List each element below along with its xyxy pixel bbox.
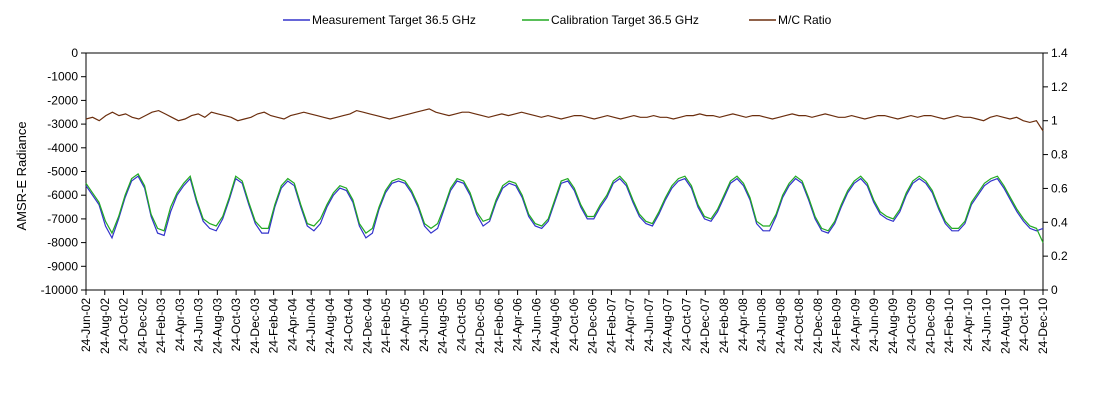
y2-tick-label-4: 0.6 xyxy=(1051,181,1068,195)
x-tick-label-29: 24-Apr-07 xyxy=(623,298,637,352)
y2-tick-label-5: 0.4 xyxy=(1051,215,1068,229)
x-tick-label-49: 24-Aug-10 xyxy=(998,298,1012,354)
x-tick-label-32: 24-Oct-07 xyxy=(679,298,693,352)
x-tick-label-37: 24-Aug-08 xyxy=(773,298,787,354)
x-tick-label-51: 24-Dec-10 xyxy=(1036,298,1050,354)
x-tick-label-4: 24-Feb-03 xyxy=(154,298,168,354)
x-tick-label-16: 24-Feb-05 xyxy=(379,298,393,354)
y-tick-label-8: -8000 xyxy=(47,236,78,250)
x-tick-label-39: 24-Dec-08 xyxy=(811,298,825,354)
x-tick-label-22: 24-Feb-06 xyxy=(492,298,506,354)
y2-tick-label-7: 0 xyxy=(1051,283,1058,297)
x-tick-label-38: 24-Oct-08 xyxy=(792,298,806,352)
x-tick-label-20: 24-Oct-05 xyxy=(454,298,468,352)
x-tick-label-42: 24-Jun-09 xyxy=(867,298,881,352)
y2-tick-label-1: 1.2 xyxy=(1051,80,1068,94)
y-tick-label-4: -4000 xyxy=(47,141,78,155)
x-tick-label-35: 24-Apr-08 xyxy=(736,298,750,352)
x-tick-label-15: 24-Dec-04 xyxy=(360,298,374,354)
x-tick-label-23: 24-Apr-06 xyxy=(511,298,525,352)
x-tick-label-21: 24-Dec-05 xyxy=(473,298,487,354)
x-tick-label-13: 24-Aug-04 xyxy=(323,298,337,354)
x-tick-label-43: 24-Aug-09 xyxy=(886,298,900,354)
x-tick-label-33: 24-Dec-07 xyxy=(698,298,712,354)
x-tick-label-14: 24-Oct-04 xyxy=(342,298,356,352)
y-tick-label-2: -2000 xyxy=(47,93,78,107)
x-tick-label-5: 24-Apr-03 xyxy=(173,298,187,352)
y-tick-label-1: -1000 xyxy=(47,70,78,84)
x-tick-label-1: 24-Aug-02 xyxy=(98,298,112,354)
series-line-0 xyxy=(85,175,1044,240)
plot-area: 0 -1000 -2000 -3000 -4000 -5000 -6000 -7000 -800… xyxy=(41,46,1068,354)
y-tick-label-7: -7000 xyxy=(47,212,78,226)
x-tick-label-45: 24-Dec-09 xyxy=(923,298,937,354)
plot-frame xyxy=(85,52,1044,291)
y2-tick-label-2: 1 xyxy=(1051,114,1058,128)
series-line-1 xyxy=(85,173,1044,243)
x-tick-label-19: 24-Aug-05 xyxy=(436,298,450,354)
y-tick-label-0: 0 xyxy=(71,46,78,60)
x-tick-label-7: 24-Aug-03 xyxy=(210,298,224,354)
legend: Measurement Target 36.5 GHz Calibration … xyxy=(283,13,832,27)
x-tick-label-3: 24-Dec-02 xyxy=(135,298,149,354)
x-tick-label-50: 24-Oct-10 xyxy=(1017,298,1031,352)
legend-label-ratio: M/C Ratio xyxy=(778,13,832,27)
x-tick-label-26: 24-Oct-06 xyxy=(567,298,581,352)
x-tick-label-0: 24-Jun-02 xyxy=(79,298,93,352)
x-tick-label-2: 24-Oct-02 xyxy=(117,298,131,352)
x-tick-label-12: 24-Jun-04 xyxy=(304,298,318,352)
x-tick-label-28: 24-Feb-07 xyxy=(604,298,618,354)
x-tick-label-34: 24-Feb-08 xyxy=(717,298,731,354)
x-tick-label-27: 24-Dec-06 xyxy=(586,298,600,354)
x-tick-label-47: 24-Apr-10 xyxy=(961,298,975,352)
x-tick-label-17: 24-Apr-05 xyxy=(398,298,412,352)
x-tick-label-8: 24-Oct-03 xyxy=(229,298,243,352)
y2-tick-label-6: 0.2 xyxy=(1051,249,1068,263)
x-tick-label-36: 24-Jun-08 xyxy=(755,298,769,352)
y-tick-label-5: -5000 xyxy=(47,165,78,179)
x-tick-label-10: 24-Feb-04 xyxy=(267,298,281,354)
x-tick-label-31: 24-Aug-07 xyxy=(661,298,675,354)
x-tick-label-6: 24-Jun-03 xyxy=(192,298,206,352)
y-tick-label-10: -10000 xyxy=(41,283,79,297)
x-tick-label-18: 24-Jun-05 xyxy=(417,298,431,352)
x-tick-label-46: 24-Feb-10 xyxy=(942,298,956,354)
y-axis-title: AMSR-E Radiance xyxy=(14,121,29,230)
x-tick-label-44: 24-Oct-09 xyxy=(905,298,919,352)
x-tick-label-30: 24-Jun-07 xyxy=(642,298,656,352)
x-tick-label-41: 24-Apr-09 xyxy=(848,298,862,352)
y-tick-label-6: -6000 xyxy=(47,188,78,202)
legend-label-measurement: Measurement Target 36.5 GHz xyxy=(312,13,476,27)
y2-tick-label-0: 1.4 xyxy=(1051,46,1068,60)
x-tick-label-11: 24-Apr-04 xyxy=(285,298,299,352)
y-tick-label-9: -9000 xyxy=(47,259,78,273)
y-tick-label-3: -3000 xyxy=(47,117,78,131)
series-line-2 xyxy=(85,108,1044,132)
x-tick-label-25: 24-Aug-06 xyxy=(548,298,562,354)
legend-label-calibration: Calibration Target 36.5 GHz xyxy=(551,13,699,27)
x-tick-label-9: 24-Dec-03 xyxy=(248,298,262,354)
y2-tick-label-3: 0.8 xyxy=(1051,148,1068,162)
x-tick-label-48: 24-Jun-10 xyxy=(980,298,994,352)
x-tick-label-24: 24-Jun-06 xyxy=(529,298,543,352)
x-tick-label-40: 24-Feb-09 xyxy=(830,298,844,354)
